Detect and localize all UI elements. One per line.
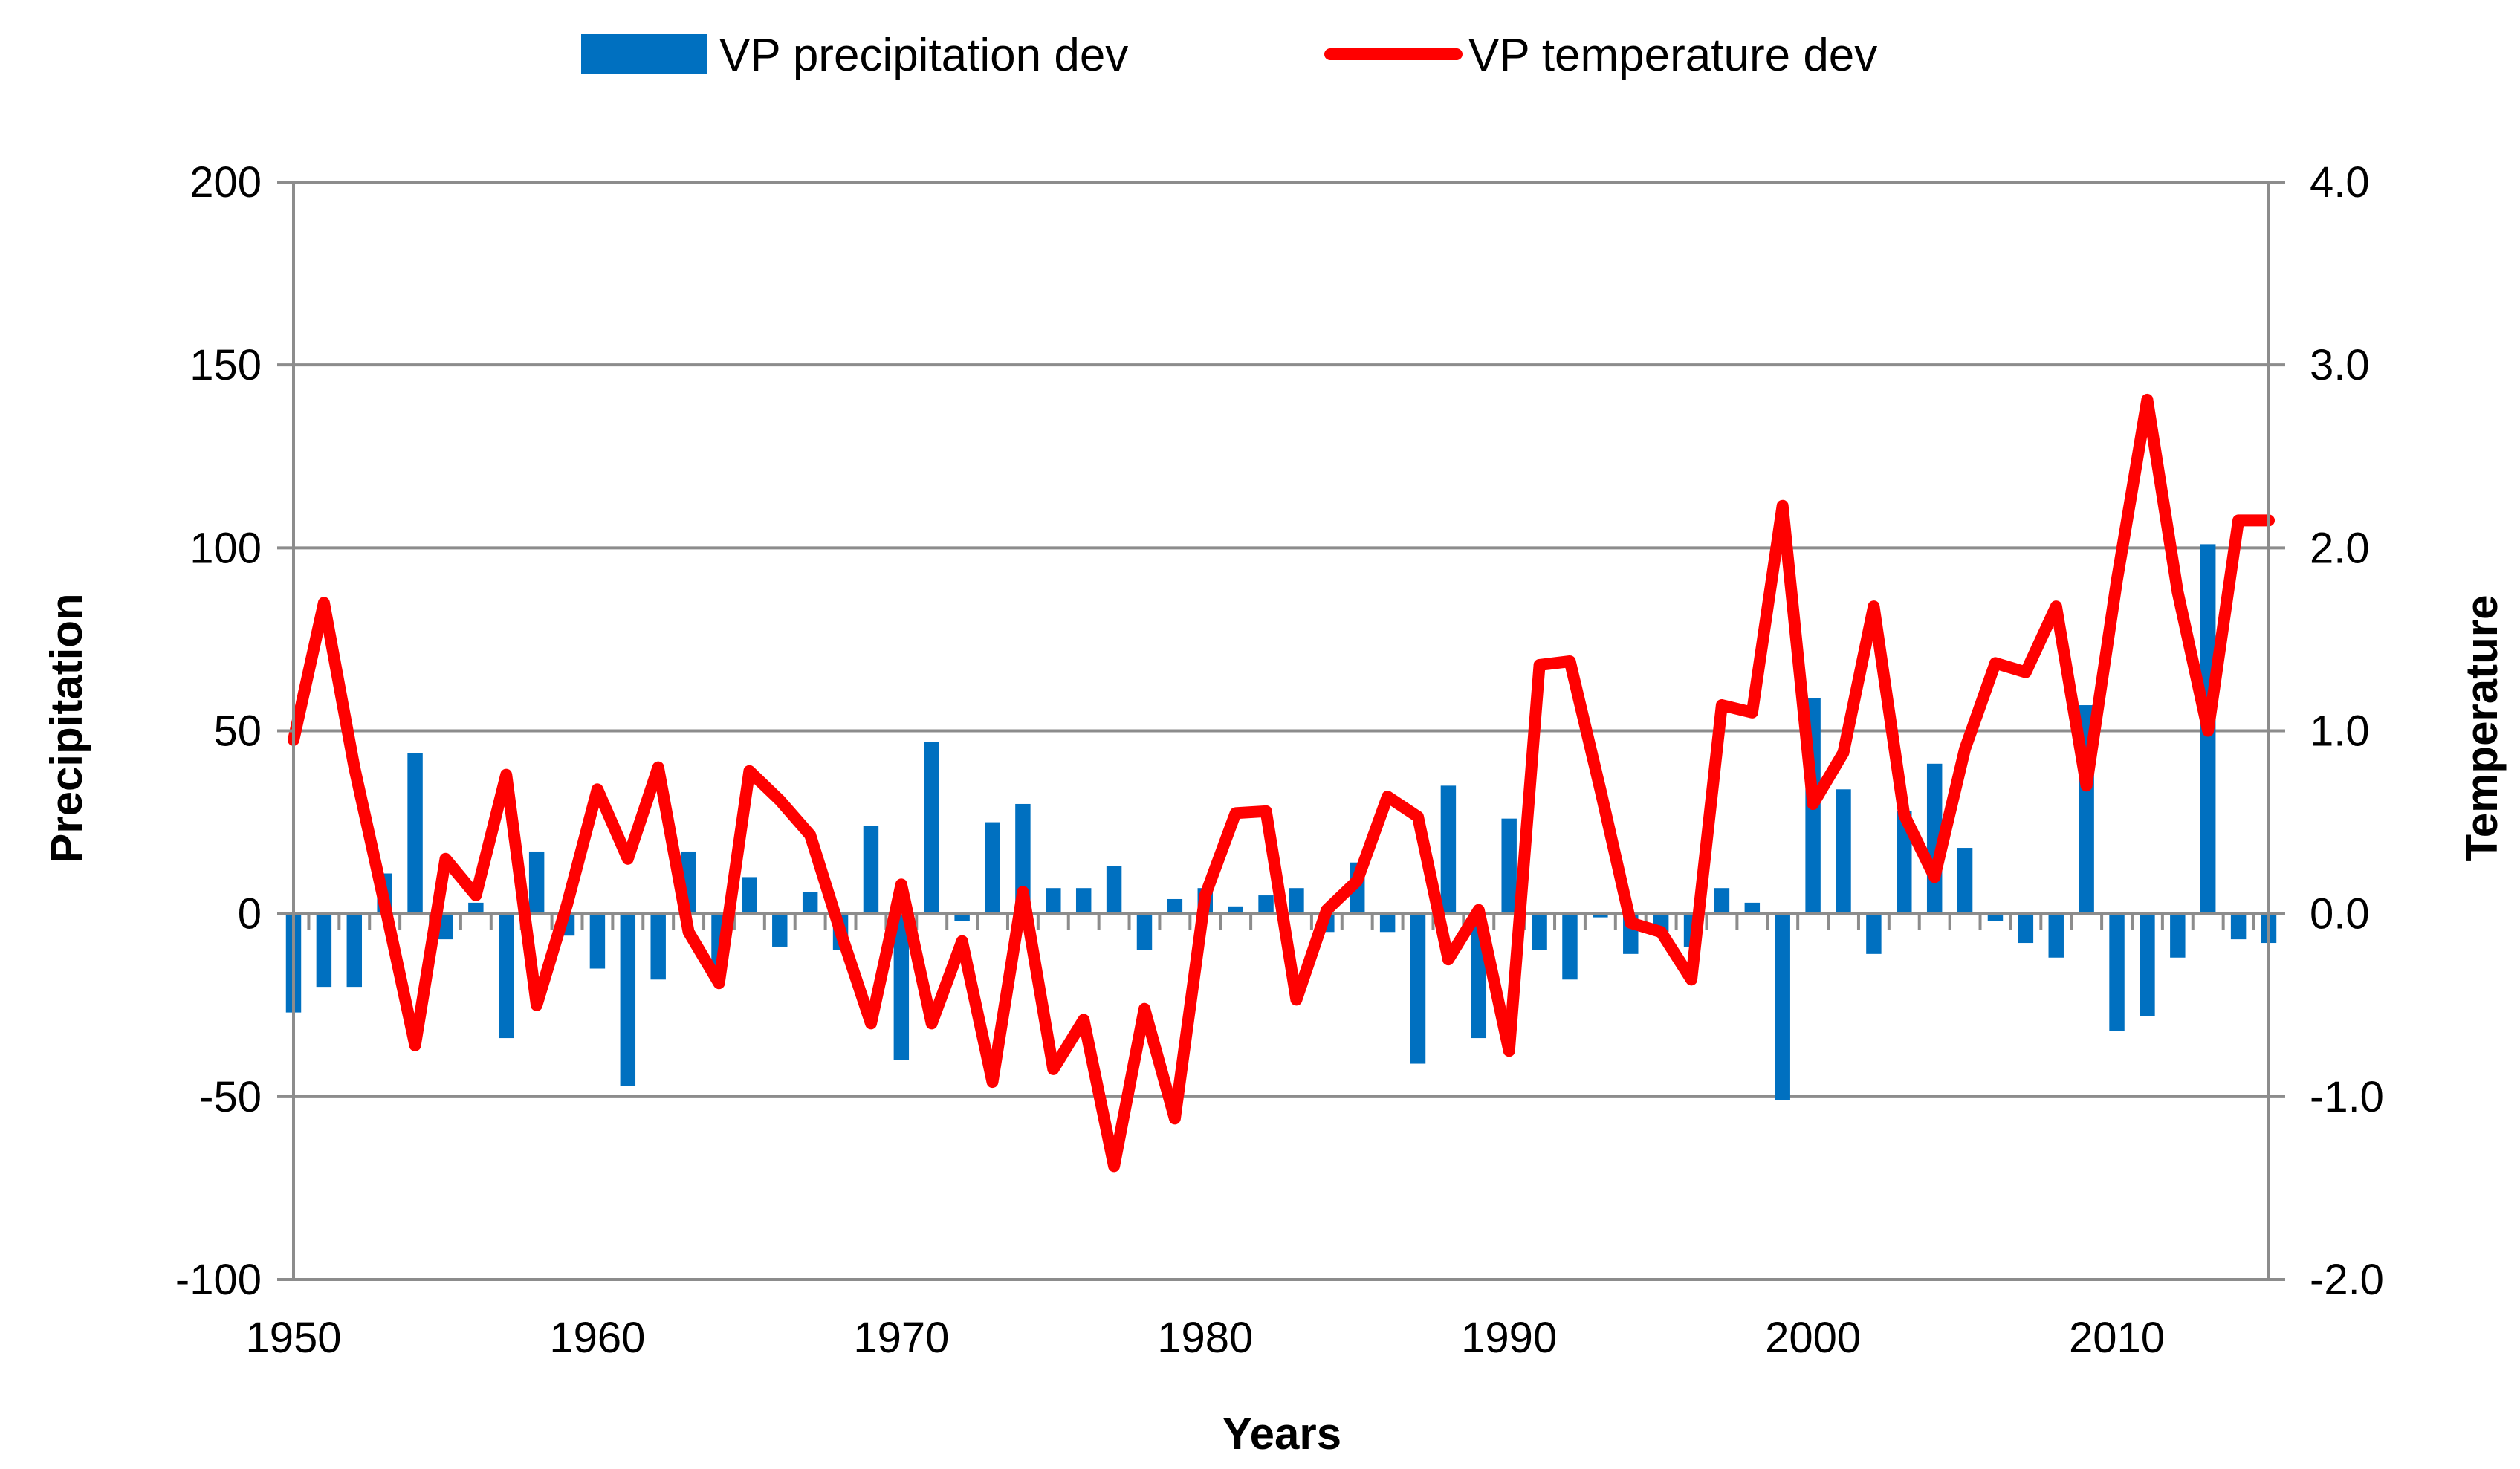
right-tick-label: 3.0 bbox=[2310, 341, 2370, 389]
precipitation-bar bbox=[1866, 913, 1882, 954]
temperature-line-group bbox=[288, 393, 2275, 1173]
precipitation-bar bbox=[1167, 898, 1183, 914]
right-tick-label: -2.0 bbox=[2310, 1256, 2384, 1304]
left-tick-label: 100 bbox=[190, 524, 262, 572]
precipitation-bar bbox=[893, 913, 910, 1060]
precipitation-bar bbox=[1987, 913, 2004, 921]
precipitation-bar bbox=[954, 913, 970, 921]
precipitation-bar bbox=[1562, 913, 1578, 980]
left-tick-label: 50 bbox=[213, 707, 262, 756]
precipitation-bar bbox=[1410, 913, 1426, 1064]
left-tick-label: -100 bbox=[175, 1256, 262, 1304]
right-tick-label: -1.0 bbox=[2310, 1073, 2384, 1121]
x-tick-label: 2000 bbox=[1765, 1314, 1861, 1362]
precipitation-bar bbox=[346, 913, 363, 988]
left-axis-ticks: -100 -50 0 50 100 150 200 bbox=[175, 158, 262, 1304]
left-tick-label: 200 bbox=[190, 158, 262, 207]
precipitation-bar bbox=[589, 913, 606, 969]
precipitation-bar bbox=[1228, 906, 1243, 914]
precipitation-bar bbox=[1379, 913, 1396, 933]
axes bbox=[277, 181, 2285, 1281]
x-axis-ticks: 1950 1960 1970 1980 1990 2000 2010 bbox=[245, 1314, 2165, 1362]
precipitation-bar bbox=[407, 753, 423, 914]
left-tick-label: 150 bbox=[190, 341, 262, 389]
precipitation-bar bbox=[1015, 803, 1031, 914]
precipitation-bar bbox=[1532, 913, 1547, 950]
precipitation-bar bbox=[1744, 902, 1761, 914]
legend-swatch-precipitation bbox=[581, 34, 707, 74]
left-axis-title: Precipitation bbox=[42, 593, 91, 863]
precipitation-bar bbox=[1440, 785, 1457, 914]
precipitation-bar bbox=[802, 892, 818, 914]
legend-label-temperature: VP temperature dev bbox=[1468, 30, 1877, 81]
precipitation-bar bbox=[528, 851, 545, 914]
legend-label-precipitation: VP precipitation dev bbox=[719, 30, 1128, 81]
x-tick-label: 1970 bbox=[853, 1314, 949, 1362]
precipitation-bar bbox=[2170, 913, 2186, 958]
precipitation-bar bbox=[985, 822, 1000, 914]
precipitation-bar bbox=[1136, 913, 1153, 950]
precipitation-bar bbox=[1775, 913, 1790, 1100]
precipitation-bar bbox=[1106, 866, 1122, 914]
left-tick-label: 0 bbox=[238, 890, 262, 938]
precipitation-bar bbox=[1836, 789, 1851, 914]
x-tick-label: 2010 bbox=[2069, 1314, 2165, 1362]
precipitation-bar bbox=[620, 913, 636, 1086]
precipitation-bar bbox=[468, 902, 484, 914]
x-tick-label: 1950 bbox=[245, 1314, 341, 1362]
precipitation-bar bbox=[1957, 848, 1973, 914]
precipitation-bar bbox=[2048, 913, 2064, 958]
temperature-line bbox=[288, 393, 2275, 1173]
x-tick-label: 1990 bbox=[1461, 1314, 1557, 1362]
x-tick-label: 1960 bbox=[549, 1314, 645, 1362]
precipitation-bar bbox=[2018, 913, 2034, 944]
x-axis-title: Years bbox=[1222, 1409, 1341, 1459]
precipitation-bar bbox=[316, 913, 332, 988]
precipitation-bar bbox=[1289, 888, 1304, 914]
right-tick-label: 0.0 bbox=[2310, 890, 2370, 938]
precipitation-bar bbox=[1593, 913, 1608, 918]
precipitation-bar bbox=[2109, 913, 2125, 1031]
precipitation-bar bbox=[1075, 888, 1092, 914]
right-axis-ticks: -2.0 -1.0 0.0 1.0 2.0 3.0 4.0 bbox=[2310, 158, 2384, 1304]
right-tick-label: 2.0 bbox=[2310, 524, 2370, 572]
precipitation-bar bbox=[1714, 888, 1730, 914]
precipitation-bar bbox=[924, 742, 939, 914]
right-tick-label: 1.0 bbox=[2310, 707, 2370, 756]
left-tick-label: -50 bbox=[199, 1073, 262, 1121]
chart-legend: VP precipitation dev VP temperature dev bbox=[581, 30, 1877, 81]
x-tick-label: 1980 bbox=[1157, 1314, 1253, 1362]
precipitation-bar bbox=[438, 913, 453, 940]
precipitation-bar bbox=[499, 913, 514, 1039]
precipitation-bar bbox=[2230, 913, 2247, 940]
precipitation-bar bbox=[650, 913, 666, 980]
right-axis-title: Temperature bbox=[2457, 594, 2507, 861]
precipitation-bar bbox=[1897, 811, 1912, 914]
precipitation-bar bbox=[2140, 913, 2155, 1016]
precipitation-bar bbox=[1046, 888, 1061, 914]
precipitation-bar bbox=[1258, 895, 1274, 914]
precipitation-bar bbox=[742, 877, 757, 914]
right-tick-label: 4.0 bbox=[2310, 158, 2370, 207]
precipitation-bar bbox=[1501, 818, 1517, 914]
precipitation-bar bbox=[772, 913, 788, 947]
precipitation-bar bbox=[863, 826, 879, 914]
